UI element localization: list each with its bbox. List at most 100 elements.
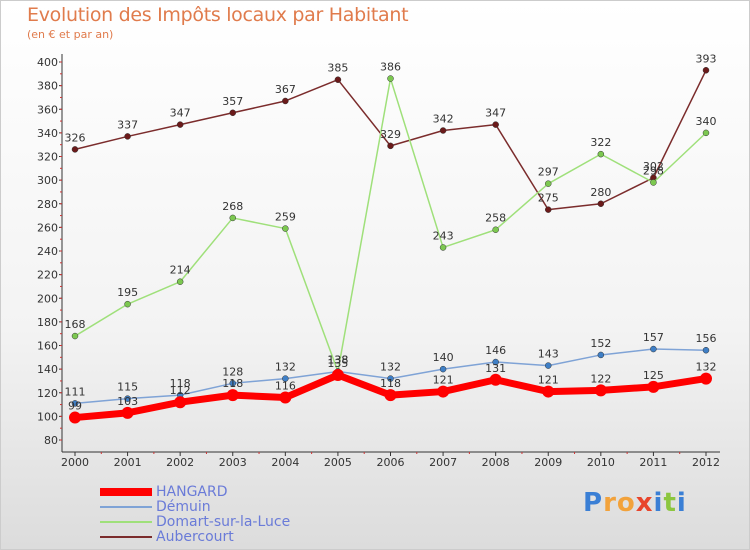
data-label-d-muin: 118 (170, 377, 191, 390)
data-label-d-muin: 156 (696, 332, 717, 345)
y-tick-label: 280 (37, 198, 58, 211)
data-label-hangard: 125 (643, 369, 664, 382)
data-point-hangard (542, 385, 555, 398)
data-label-d-muin: 132 (380, 361, 401, 374)
proxiti-logo: Proxiti (583, 488, 687, 518)
data-label-hangard: 131 (485, 362, 506, 375)
data-point-domart-sur-la-luce (650, 179, 657, 186)
x-tick-label: 2011 (639, 456, 667, 469)
data-point-hangard (594, 384, 607, 397)
data-point-domart-sur-la-luce (387, 75, 394, 82)
logo-letter: i (676, 488, 687, 518)
chart-subtitle: (en € et par an) (27, 28, 114, 41)
y-tick-label: 240 (37, 245, 58, 258)
legend-label-demuin: Démuin (156, 499, 211, 515)
data-point-d-muin (597, 351, 605, 359)
data-label-aubercourt: 280 (590, 186, 611, 199)
data-label-hangard: 99 (68, 400, 82, 413)
data-label-domart-sur-la-luce: 322 (590, 136, 611, 149)
data-label-aubercourt: 302 (643, 160, 664, 173)
data-label-aubercourt: 367 (275, 83, 296, 96)
data-label-domart-sur-la-luce: 243 (433, 229, 454, 242)
data-point-aubercourt (702, 67, 710, 74)
y-tick-label: 300 (37, 174, 58, 187)
data-label-domart-sur-la-luce: 386 (380, 61, 401, 74)
data-point-d-muin (439, 365, 447, 373)
data-point-domart-sur-la-luce (124, 300, 131, 308)
legend-label-aubercourt: Aubercourt (156, 529, 234, 545)
data-point-domart-sur-la-luce (702, 129, 710, 137)
data-label-domart-sur-la-luce: 340 (696, 115, 717, 128)
data-point-aubercourt (71, 146, 79, 153)
data-point-hangard (121, 406, 134, 419)
data-point-aubercourt (282, 97, 289, 105)
x-tick-label: 2007 (429, 456, 457, 469)
data-label-domart-sur-la-luce: 195 (117, 286, 138, 299)
data-label-domart-sur-la-luce: 268 (222, 200, 243, 213)
logo-letter: i (653, 488, 664, 518)
data-point-hangard (279, 391, 292, 404)
data-point-d-muin (229, 380, 236, 387)
data-label-d-muin: 138 (327, 353, 348, 366)
data-point-domart-sur-la-luce (492, 226, 499, 233)
data-label-d-muin: 157 (643, 331, 664, 344)
x-tick-label: 2008 (482, 456, 510, 469)
data-label-d-muin: 132 (275, 361, 296, 374)
data-label-d-muin: 115 (117, 381, 138, 394)
x-tick-label: 2004 (271, 456, 299, 469)
data-point-hangard (384, 389, 397, 402)
data-label-d-muin: 111 (65, 385, 86, 398)
y-tick-label: 120 (37, 387, 58, 400)
data-point-d-muin (702, 346, 710, 354)
data-point-domart-sur-la-luce (439, 244, 447, 251)
data-point-domart-sur-la-luce (176, 278, 184, 285)
x-tick-label: 2001 (114, 456, 142, 469)
logo-letter: P (583, 488, 604, 518)
legend-swatch-hangard (100, 488, 152, 496)
legend-swatch-aubercourt (100, 536, 152, 538)
data-point-aubercourt (176, 121, 184, 128)
data-label-aubercourt: 347 (170, 107, 191, 120)
data-label-hangard: 112 (170, 384, 191, 397)
data-point-domart-sur-la-luce (282, 225, 289, 232)
data-label-hangard: 118 (380, 377, 401, 390)
data-label-aubercourt: 329 (380, 128, 401, 141)
y-tick-label: 380 (37, 80, 58, 93)
data-point-d-muin (650, 345, 657, 353)
data-point-hangard (437, 385, 450, 398)
data-label-domart-sur-la-luce: 214 (170, 264, 191, 277)
data-point-d-muin (71, 400, 79, 407)
x-tick-label: 2009 (534, 456, 562, 469)
data-point-hangard (331, 369, 344, 382)
legend-swatch-demuin (100, 506, 152, 508)
data-point-aubercourt (492, 121, 499, 128)
data-label-domart-sur-la-luce: 297 (538, 166, 559, 179)
data-label-aubercourt: 357 (222, 95, 243, 108)
y-tick-label: 140 (37, 363, 58, 376)
data-label-hangard: 103 (117, 395, 138, 408)
data-point-hangard (174, 396, 187, 409)
data-point-aubercourt (597, 200, 605, 207)
data-point-aubercourt (545, 206, 552, 213)
legend-swatch-domart (100, 521, 152, 523)
data-label-hangard: 121 (433, 374, 454, 387)
data-label-domart-sur-la-luce: 138 (327, 353, 348, 366)
data-point-d-muin (545, 362, 552, 369)
data-label-hangard: 132 (696, 361, 717, 374)
data-point-aubercourt (229, 109, 236, 117)
data-label-d-muin: 128 (222, 365, 243, 378)
chart-title: Evolution des Impôts locaux par Habitant (27, 4, 409, 26)
y-tick-label: 400 (37, 56, 58, 69)
data-label-d-muin: 146 (485, 344, 506, 357)
data-point-hangard (700, 372, 712, 385)
data-label-hangard: 122 (590, 372, 611, 385)
logo-letter: r (603, 488, 617, 518)
data-label-d-muin: 140 (433, 351, 454, 364)
y-tick-label: 200 (37, 292, 58, 305)
data-label-aubercourt: 275 (538, 192, 559, 205)
data-point-domart-sur-la-luce (597, 150, 605, 158)
data-label-domart-sur-la-luce: 168 (65, 318, 86, 331)
data-label-hangard: 118 (222, 377, 243, 390)
